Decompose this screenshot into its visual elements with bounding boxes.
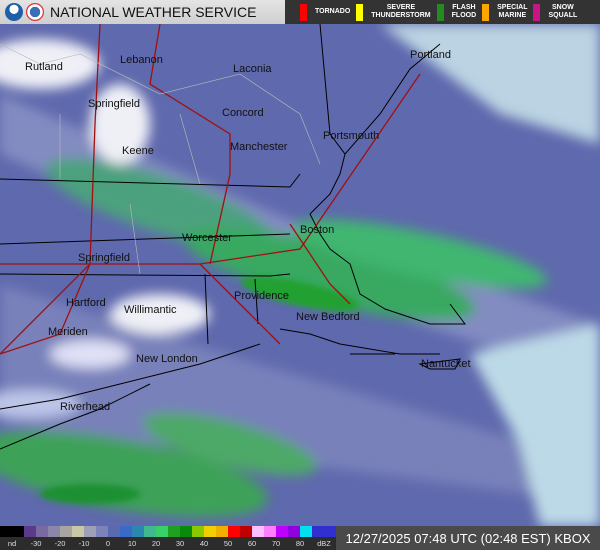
city-label: Hartford — [66, 297, 106, 309]
warning-swatch — [482, 3, 490, 21]
color-bar-segment — [132, 526, 144, 537]
color-bar — [0, 526, 336, 537]
color-bar-segment — [276, 526, 288, 537]
city-label: Springfield — [78, 252, 130, 264]
warning-special-marine: SPECIAL MARINE — [482, 0, 527, 24]
city-label: Riverhead — [60, 401, 111, 413]
color-bar-segment — [264, 526, 276, 537]
scale-tick: 10 — [127, 539, 137, 548]
color-bar-segment — [288, 526, 300, 537]
reflectivity-scale: nd -30 -20 -10 0 10 20 30 40 50 60 70 80 dBZ — [0, 526, 336, 550]
color-bar-segment — [204, 526, 216, 537]
city-label: Meriden — [48, 326, 88, 338]
warning-swatch — [533, 3, 541, 21]
city-label: Providence — [234, 290, 290, 302]
color-bar-segment — [0, 526, 12, 537]
warning-label: FLASH FLOOD — [451, 4, 477, 19]
scale-tick: 30 — [175, 539, 185, 548]
warning-severe-thunderstorm: SEVERE THUNDERSTORM — [356, 0, 431, 24]
city-label: Manchester — [230, 141, 288, 153]
brand: NATIONAL WEATHER SERVICE — [0, 0, 285, 24]
header: NATIONAL WEATHER SERVICE TORNADO SEVERE TH… — [0, 0, 600, 24]
color-bar-segment — [300, 526, 312, 537]
radar-map[interactable]: Rutland Lebanon Laconia Portland Springfield… — [0, 23, 600, 526]
color-bar-segment — [120, 526, 132, 537]
warning-label: SEVERE THUNDERSTORM — [371, 4, 431, 19]
warning-swatch — [356, 3, 364, 21]
radar-image — [0, 23, 600, 526]
color-bar-segment — [324, 526, 336, 537]
scale-tick: 20 — [151, 539, 161, 548]
noaa-logo — [5, 3, 23, 21]
color-bar-segment — [312, 526, 324, 537]
warning-label: SPECIAL MARINE — [497, 4, 528, 19]
color-bar-segment — [108, 526, 120, 537]
city-label: Boston — [300, 224, 335, 236]
warning-swatch — [300, 3, 307, 21]
color-bar-segment — [240, 526, 252, 537]
city-label: Portsmouth — [323, 130, 380, 142]
scale-tick: dBZ — [317, 539, 331, 548]
scale-tick: 70 — [271, 539, 281, 548]
warning-tornado: TORNADO — [300, 0, 350, 24]
scale-tick: nd — [7, 539, 17, 548]
scale-tick: -30 — [30, 539, 42, 548]
city-label: Portland — [410, 49, 451, 61]
city-label: Laconia — [233, 63, 272, 75]
scale-tick: 80 — [295, 539, 305, 548]
scale-tick: 0 — [105, 539, 111, 548]
city-label: Springfield — [88, 98, 140, 110]
color-bar-segment — [96, 526, 108, 537]
city-label: New London — [136, 353, 198, 365]
scale-tick: -10 — [78, 539, 90, 548]
warning-label: TORNADO — [315, 8, 351, 15]
warning-legend: TORNADO SEVERE THUNDERSTORM FLASH FLOOD SPECI… — [285, 0, 600, 24]
scale-ticks: nd -30 -20 -10 0 10 20 30 40 50 60 70 80 dBZ — [0, 538, 336, 550]
color-bar-segment — [180, 526, 192, 537]
color-bar-segment — [192, 526, 204, 537]
nws-logo — [26, 3, 44, 21]
warning-label: SNOW SQUALL — [548, 4, 578, 19]
scale-tick: -20 — [54, 539, 66, 548]
city-label: Lebanon — [120, 54, 163, 66]
color-bar-segment — [72, 526, 84, 537]
color-bar-segment — [168, 526, 180, 537]
city-label: Nantucket — [421, 358, 471, 370]
city-label: Worcester — [182, 232, 232, 244]
warning-snow-squall: SNOW SQUALL — [533, 0, 577, 24]
city-label: Rutland — [25, 61, 63, 73]
warning-flash-flood: FLASH FLOOD — [436, 0, 477, 24]
city-label: Willimantic — [124, 304, 177, 316]
city-label: Keene — [122, 145, 154, 157]
warning-swatch — [436, 3, 444, 21]
color-bar-segment — [60, 526, 72, 537]
color-bar-segment — [48, 526, 60, 537]
color-bar-segment — [156, 526, 168, 537]
scale-tick: 40 — [199, 539, 209, 548]
color-bar-segment — [216, 526, 228, 537]
color-bar-segment — [84, 526, 96, 537]
scale-tick: 60 — [247, 539, 257, 548]
footer: nd -30 -20 -10 0 10 20 30 40 50 60 70 80 dBZ 12/27/20… — [0, 526, 600, 550]
color-bar-segment — [144, 526, 156, 537]
site-title: NATIONAL WEATHER SERVICE — [50, 4, 257, 20]
color-bar-segment — [252, 526, 264, 537]
city-label: New Bedford — [296, 311, 360, 323]
city-label: Concord — [222, 107, 264, 119]
color-bar-segment — [228, 526, 240, 537]
color-bar-segment — [36, 526, 48, 537]
scale-tick: 50 — [223, 539, 233, 548]
color-bar-segment — [12, 526, 24, 537]
timestamp: 12/27/2025 07:48 UTC (02:48 EST) KBOX — [336, 526, 600, 550]
color-bar-segment — [24, 526, 36, 537]
